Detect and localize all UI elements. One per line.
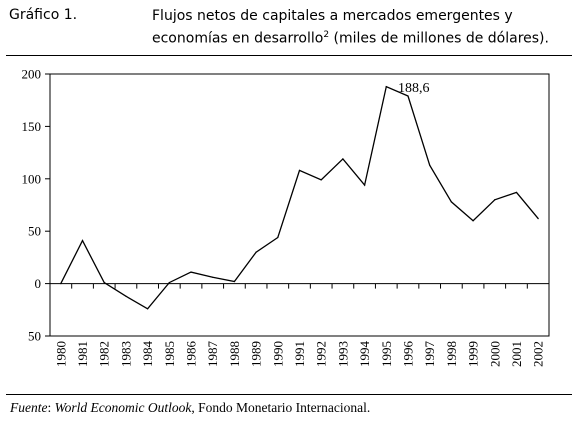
y-tick-label: 50 xyxy=(28,224,41,239)
data-point xyxy=(60,283,62,285)
data-point xyxy=(363,184,366,186)
x-tick-label: 1996 xyxy=(400,341,415,368)
y-tick-label: 0 xyxy=(35,276,42,291)
y-tick-label: 200 xyxy=(22,67,42,82)
data-point xyxy=(515,191,518,194)
figure-title-rest: (miles de millones de dólares). xyxy=(329,30,549,47)
source-label: Fuente xyxy=(10,400,48,415)
x-tick-label: 1989 xyxy=(249,341,264,367)
figure-title: Flujos netos de capitales a mercados eme… xyxy=(152,7,572,49)
data-point xyxy=(342,158,344,160)
data-point xyxy=(537,218,539,220)
figure-number: Gráfico 1. xyxy=(9,7,78,23)
x-tick-label: 1994 xyxy=(357,341,372,368)
x-axis: 1980 1981 1982 1983 1984 1985 1986 1987 1988 1989… xyxy=(49,283,550,368)
footer-rule xyxy=(6,394,572,395)
x-tick-label: 2001 xyxy=(509,341,524,367)
data-point xyxy=(407,95,409,97)
data-point xyxy=(190,271,192,273)
x-tick-label: 1985 xyxy=(162,341,177,367)
x-tick-label: 1984 xyxy=(140,341,155,368)
data-label-peak: 188,6 xyxy=(398,81,430,96)
data-point xyxy=(385,85,387,88)
data-point xyxy=(255,251,257,253)
x-tick-label: 1983 xyxy=(118,341,133,367)
data-point xyxy=(147,308,149,310)
x-tick-label: 1980 xyxy=(53,341,68,367)
source-rest: , Fondo Monetario Internacional. xyxy=(191,400,371,415)
plot-border xyxy=(49,73,550,337)
x-tick-label: 1995 xyxy=(379,341,394,367)
y-tick-label: 150 xyxy=(22,119,42,134)
data-point xyxy=(450,201,452,203)
data-point xyxy=(168,281,170,284)
annotations-group: 188,6 xyxy=(398,81,430,96)
x-tick-label: 1981 xyxy=(75,341,90,367)
figure-title-main: Flujos netos de capitales a mercados eme… xyxy=(152,8,513,47)
x-tick-label: 1990 xyxy=(270,341,285,367)
data-point xyxy=(233,280,236,283)
x-tick-label: 1993 xyxy=(335,341,350,367)
x-tick-label: 2002 xyxy=(531,341,546,367)
x-tick-label: 1982 xyxy=(97,341,112,367)
data-point xyxy=(212,276,214,278)
x-tick-label: 1998 xyxy=(444,341,459,367)
source-note: Fuente: World Economic Outlook, Fondo Mo… xyxy=(10,400,370,416)
x-tick-label: 2000 xyxy=(487,341,502,367)
series-group xyxy=(60,85,539,310)
series-line xyxy=(60,85,539,310)
y-tick-label: 100 xyxy=(22,171,42,186)
x-tick-label: 1987 xyxy=(205,341,220,368)
source-separator: : xyxy=(47,400,55,415)
header-rule xyxy=(6,55,572,56)
data-point xyxy=(81,240,84,242)
data-point xyxy=(472,220,474,222)
y-tick-label: 50 xyxy=(28,329,41,344)
source-work: World Economic Outlook xyxy=(54,400,192,415)
y-axis: 50 0 50 100 150 200 xyxy=(22,67,50,344)
x-tick-label: 1988 xyxy=(227,341,242,367)
data-point xyxy=(429,164,431,166)
data-point xyxy=(103,281,105,284)
x-tick-label: 1999 xyxy=(466,341,481,367)
figure-title-footnote: 2 xyxy=(323,30,330,40)
data-point xyxy=(125,295,127,297)
data-point xyxy=(298,169,301,172)
data-point xyxy=(320,179,322,181)
plot-frame xyxy=(49,73,550,337)
x-tick-label: 1992 xyxy=(314,341,329,367)
x-tick-label: 1986 xyxy=(184,341,199,368)
data-point xyxy=(277,236,279,239)
data-point xyxy=(494,199,496,201)
x-tick-label: 1997 xyxy=(422,341,437,368)
x-tick-label: 1991 xyxy=(292,341,307,367)
